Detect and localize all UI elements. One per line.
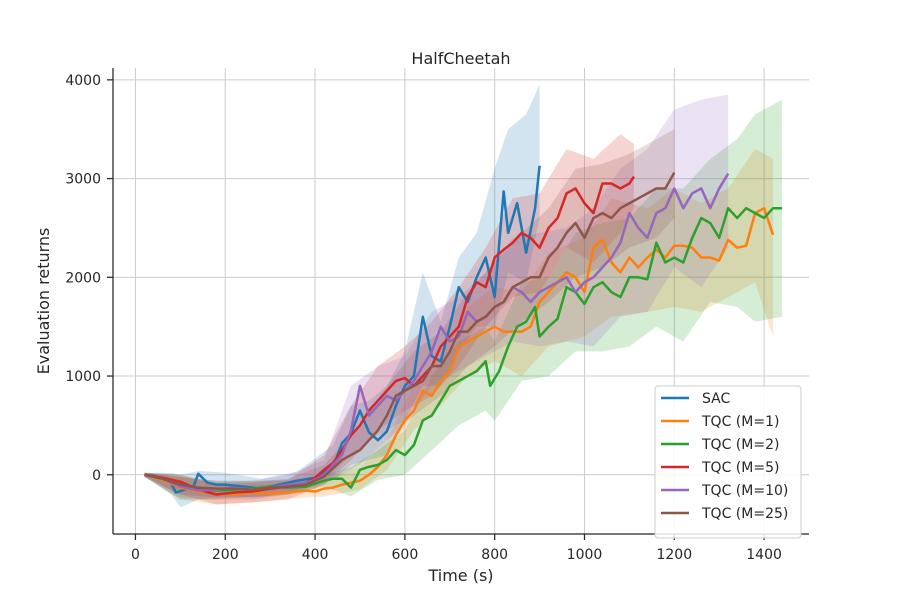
legend-label: TQC (M=5) [701, 460, 779, 476]
y-axis-label: Evaluation returns [34, 228, 53, 375]
legend-label: TQC (M=25) [701, 506, 788, 522]
band-SAC [144, 84, 540, 508]
grid [113, 68, 809, 534]
series-line-TQC (M=1) [144, 206, 775, 496]
chart-title: HalfCheetah [411, 49, 510, 68]
legend-label: TQC (M=10) [701, 483, 788, 499]
legend: SAC TQC (M=1) TQC (M=2) TQC (M=5) TQC (M=10)… [654, 385, 802, 539]
y-tick-label: 0 [92, 468, 101, 484]
x-axis-label: Time (s) [427, 566, 493, 585]
x-tick-label: 800 [481, 547, 508, 563]
y-ticks: 0 1000 2000 3000 4000 [65, 73, 113, 484]
band-TQC (M=10) [144, 94, 729, 500]
y-tick-label: 3000 [65, 172, 101, 188]
series-lines [144, 165, 783, 496]
series-line-SAC [144, 165, 541, 494]
legend-label: TQC (M=2) [701, 437, 779, 453]
y-tick-label: 1000 [65, 369, 101, 385]
legend-label: TQC (M=1) [701, 414, 779, 430]
legend-label: SAC [702, 391, 730, 407]
x-tick-label: 600 [392, 547, 419, 563]
x-tick-label: 1200 [656, 547, 692, 563]
x-tick-label: 0 [131, 547, 140, 563]
legend-box [654, 385, 802, 539]
band-TQC (M=2) [144, 99, 783, 500]
series-line-TQC (M=25) [144, 172, 676, 491]
y-tick-label: 2000 [65, 270, 101, 286]
x-ticks: 0 200 400 600 800 1000 1200 1400 [131, 534, 782, 563]
series-line-TQC (M=2) [144, 206, 783, 492]
x-tick-label: 400 [302, 547, 329, 563]
x-tick-label: 200 [212, 547, 239, 563]
x-tick-label: 1000 [567, 547, 603, 563]
band-TQC (M=5) [144, 134, 634, 505]
band-TQC (M=25) [144, 129, 675, 498]
y-tick-label: 4000 [65, 73, 101, 89]
x-tick-label: 1400 [746, 547, 782, 563]
